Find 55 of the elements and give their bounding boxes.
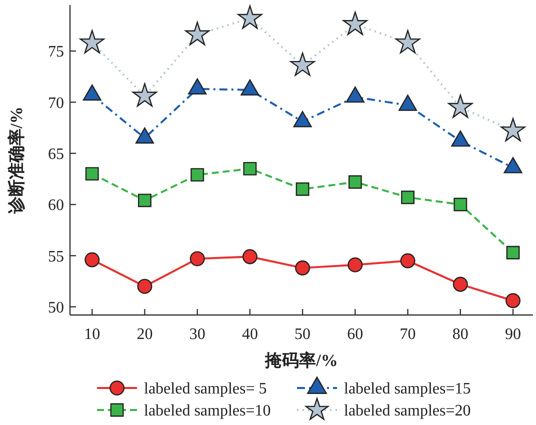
- x-tick-label: 10: [84, 326, 100, 343]
- point: [84, 252, 100, 268]
- point: [296, 182, 310, 196]
- x-tick-label: 20: [136, 326, 153, 343]
- x-tick-label: 60: [347, 326, 364, 343]
- point: [505, 293, 521, 308]
- legend-label: labeled samples=15: [344, 380, 471, 398]
- point: [295, 260, 310, 276]
- point: [293, 111, 312, 128]
- y-tick-label: 50: [48, 299, 64, 316]
- point: [500, 118, 526, 142]
- x-tick-label: 50: [294, 326, 311, 343]
- y-tick-label: 75: [48, 44, 64, 61]
- y-tick-label: 70: [48, 94, 64, 112]
- point: [395, 30, 420, 54]
- point: [135, 127, 154, 144]
- legend-label: labeled samples=20: [344, 402, 471, 420]
- point: [82, 84, 102, 101]
- legend-label: labeled samples= 5: [144, 380, 267, 398]
- point: [346, 86, 364, 103]
- x-tick-label: 40: [242, 326, 258, 343]
- point: [401, 190, 415, 204]
- point: [348, 175, 362, 189]
- y-tick-label: 60: [48, 197, 64, 214]
- x-tick-label: 90: [505, 326, 522, 343]
- point: [238, 5, 262, 29]
- x-tick-label: 30: [189, 326, 206, 343]
- point: [85, 167, 99, 181]
- point: [452, 276, 468, 292]
- point: [348, 257, 363, 272]
- point: [506, 246, 520, 260]
- point: [400, 253, 416, 268]
- point: [185, 22, 210, 46]
- point: [398, 94, 418, 111]
- x-tick-label: 80: [452, 326, 468, 343]
- point: [342, 12, 368, 35]
- point: [242, 249, 258, 264]
- x-axis-title: 掩码率/%: [264, 351, 338, 370]
- point: [448, 94, 473, 118]
- y-axis-title: 诊断准确率/%: [7, 106, 26, 214]
- point: [137, 278, 152, 294]
- legend-label: labeled samples=10: [144, 402, 271, 420]
- point: [240, 79, 260, 96]
- x-tick-label: 70: [400, 326, 416, 343]
- point: [190, 251, 205, 266]
- y-tick-label: 55: [48, 248, 64, 266]
- point: [243, 162, 257, 176]
- point: [190, 168, 204, 182]
- point: [138, 194, 152, 208]
- point: [132, 83, 158, 107]
- point: [188, 78, 207, 94]
- point: [454, 198, 468, 212]
- point: [80, 30, 104, 54]
- y-tick-label: 65: [48, 146, 64, 163]
- point: [290, 52, 315, 76]
